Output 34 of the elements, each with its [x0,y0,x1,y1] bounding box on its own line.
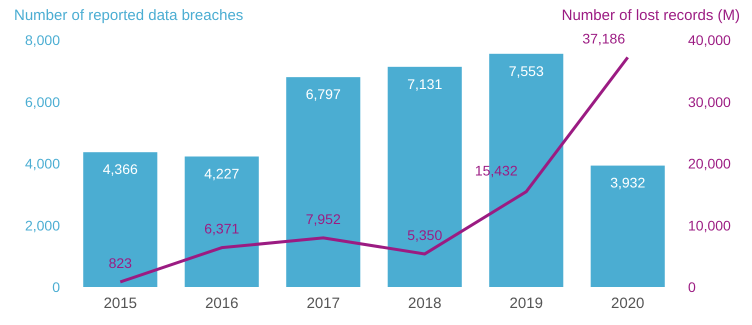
data-label: 7,952 [306,210,341,227]
x-tick-label: 2020 [611,295,644,312]
y-axis-title: Number of reported data breaches [14,7,244,24]
data-label: 6,797 [306,86,341,102]
data-label: 823 [108,254,132,271]
data-label: 6,371 [204,220,240,237]
x-tick-label: 2015 [104,295,137,312]
y-tick-label: 0 [52,279,60,295]
bar [83,152,158,287]
x-tick-label: 2019 [510,295,543,312]
bar [590,166,665,287]
data-label: 5,350 [407,226,442,243]
y-tick-label: 6,000 [24,94,60,110]
data-label: 37,186 [582,30,626,46]
bar [184,156,259,287]
y2-tick-label: 10,000 [688,217,732,234]
y2-tick-label: 40,000 [688,32,732,48]
y2-tick-label: 30,000 [688,94,732,110]
y2-tick-label: 20,000 [688,156,732,172]
data-label: 7,553 [508,62,544,79]
x-tick-label: 2017 [306,295,340,312]
y2-axis-title: Number of lost records (M) [562,7,740,24]
y2-tick-label: 0 [688,279,696,295]
y-tick-label: 2,000 [24,217,60,234]
y-tick-label: 8,000 [24,32,60,48]
bar [388,66,462,287]
data-label: 4,366 [102,161,138,178]
data-label: 4,227 [204,165,240,182]
bar [286,77,360,287]
x-tick-label: 2018 [408,295,442,312]
y-tick-label: 4,000 [24,156,60,172]
data-label: 3,932 [610,174,646,191]
data-label: 7,131 [407,76,442,92]
x-tick-label: 2016 [205,295,238,312]
